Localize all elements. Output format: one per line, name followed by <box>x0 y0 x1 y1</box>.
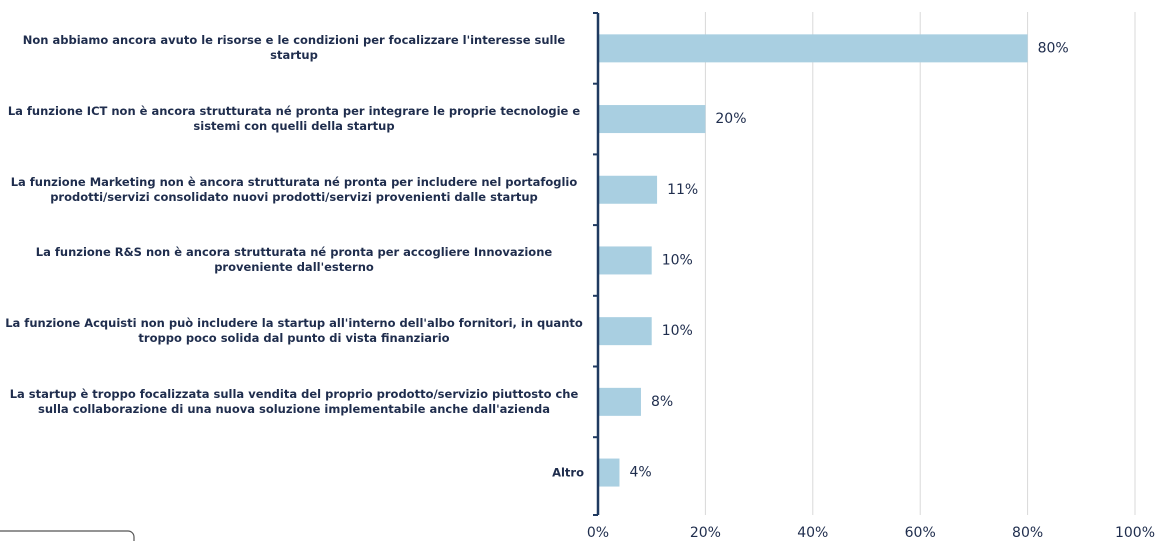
value-label: 4% <box>629 465 651 481</box>
bar <box>598 458 620 487</box>
bar <box>598 317 652 346</box>
x-tick-label: 60% <box>905 525 936 541</box>
x-tick-label: 100% <box>1115 525 1155 541</box>
category-label: La funzione Marketing non è ancora strut… <box>10 174 578 204</box>
value-label: 20% <box>715 111 746 127</box>
frame-corner <box>0 530 135 541</box>
value-label: 10% <box>662 252 693 268</box>
value-label: 11% <box>667 182 698 198</box>
category-label: La funzione Acquisti non può includere l… <box>5 316 583 346</box>
x-tick-label: 40% <box>797 525 828 541</box>
bar <box>598 175 658 204</box>
category-label: Altro <box>552 465 584 480</box>
value-label: 80% <box>1038 40 1069 56</box>
category-label: La startup è troppo focalizzata sulla ve… <box>9 386 579 416</box>
x-tick-label: 20% <box>690 525 721 541</box>
value-label: 8% <box>651 394 673 410</box>
x-tick-label: 0% <box>587 525 609 541</box>
category-label: La funzione ICT non è ancora strutturata… <box>7 104 581 134</box>
x-tick-label: 80% <box>1012 525 1043 541</box>
bar <box>598 387 641 416</box>
bar <box>598 105 706 134</box>
bar <box>598 34 1028 63</box>
category-label: Non abbiamo ancora avuto le risorse e le… <box>22 33 566 63</box>
category-label: La funzione R&S non è ancora strutturata… <box>35 245 553 275</box>
value-label: 10% <box>662 323 693 339</box>
bar <box>598 246 652 275</box>
